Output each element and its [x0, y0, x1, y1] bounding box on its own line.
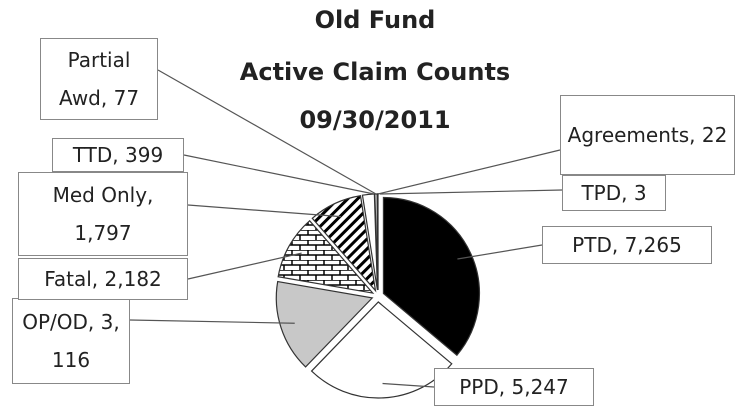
leader-line [457, 244, 543, 260]
data-label: PPD, 5,247 [434, 368, 594, 406]
pie-slice [311, 195, 377, 293]
data-label: TPD, 3 [562, 175, 666, 211]
title-line: Old Fund [314, 6, 436, 34]
data-label-text: PTD, 7,265 [572, 233, 682, 257]
pie-slice [277, 219, 375, 294]
data-label-text: Agreements, 22 [567, 123, 728, 147]
leader-line [377, 149, 561, 195]
leader-line [183, 154, 375, 195]
data-label: Agreements, 22 [560, 95, 735, 175]
data-label-text: PPD, 5,247 [459, 375, 569, 399]
leader-line [187, 204, 341, 218]
leader-line [382, 382, 435, 388]
leader-line [129, 319, 295, 324]
pie-slice [382, 196, 481, 357]
leader-line [187, 252, 302, 280]
data-label: Fatal, 2,182 [18, 258, 188, 300]
data-label: TTD, 399 [52, 138, 184, 172]
data-label: Med Only, 1,797 [18, 172, 188, 256]
data-label-text: TTD, 399 [72, 143, 164, 167]
title-line: 09/30/2011 [299, 106, 451, 134]
data-label: PTD, 7,265 [542, 226, 712, 264]
data-label-text: OP/OD, 3,116 [22, 310, 120, 372]
data-label-text: Partial Awd, 77 [58, 48, 140, 110]
leader-line [157, 69, 377, 195]
data-label-text: TPD, 3 [581, 181, 647, 205]
data-label: Partial Awd, 77 [40, 38, 158, 120]
data-label-text: Fatal, 2,182 [44, 267, 162, 291]
pie-slice [275, 280, 374, 368]
data-label: OP/OD, 3,116 [12, 298, 130, 384]
title-line: Active Claim Counts [239, 58, 511, 86]
leader-line [379, 189, 563, 195]
data-label-text: Med Only, 1,797 [52, 183, 154, 245]
